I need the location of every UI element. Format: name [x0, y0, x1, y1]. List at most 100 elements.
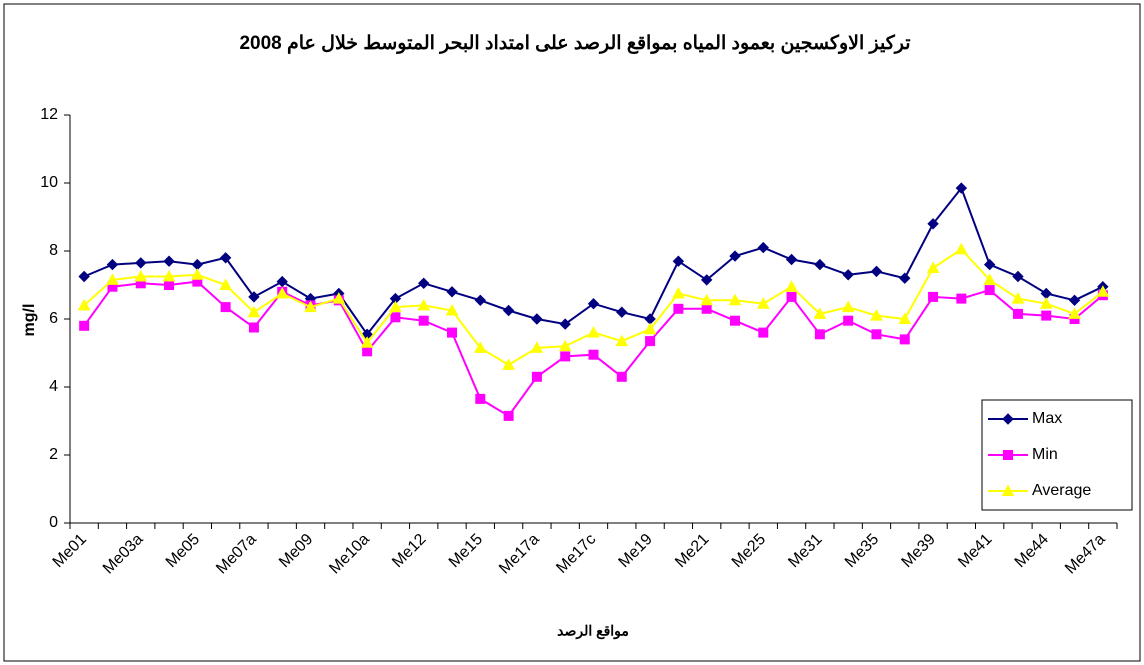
data-point: [1068, 307, 1081, 319]
data-point: [560, 351, 571, 362]
data-point: [843, 315, 854, 326]
data-point: [700, 293, 714, 306]
y-tick-label: 8: [49, 242, 58, 259]
data-point: [955, 182, 968, 194]
data-point: [220, 302, 231, 313]
data-point: [417, 298, 431, 311]
data-point: [390, 312, 401, 323]
data-point: [162, 269, 176, 282]
data-point: [700, 274, 713, 286]
data-point: [418, 277, 430, 290]
data-point: [841, 300, 855, 313]
data-point: [1039, 297, 1053, 309]
data-point: [473, 341, 487, 353]
data-point: [814, 258, 826, 271]
data-point: [1096, 285, 1110, 297]
data-point: [418, 315, 429, 326]
data-point: [1012, 308, 1023, 319]
data-point: [78, 270, 90, 283]
data-point: [474, 294, 487, 307]
data-point: [502, 358, 515, 370]
data-point: [77, 298, 91, 311]
data-point: [445, 303, 459, 316]
data-point: [814, 329, 825, 340]
data-point: [813, 307, 827, 319]
data-point: [106, 258, 119, 271]
data-point: [871, 329, 882, 340]
data-point: [701, 303, 712, 314]
y-tick-label: 4: [49, 378, 58, 395]
data-point: [248, 291, 260, 303]
data-point: [502, 304, 515, 317]
data-point: [276, 275, 288, 288]
data-point: [615, 334, 629, 347]
data-point: [729, 250, 741, 262]
data-point: [870, 309, 883, 321]
data-point: [955, 242, 968, 255]
data-point: [729, 315, 740, 326]
data-point: [164, 280, 175, 290]
data-point: [616, 371, 627, 382]
chart-border: [3, 3, 1141, 662]
data-point: [219, 278, 232, 290]
data-point: [785, 253, 798, 266]
data-point: [758, 327, 769, 338]
data-point: [248, 322, 259, 333]
data-point: [360, 336, 374, 348]
data-point: [275, 286, 289, 299]
data-point: [304, 300, 317, 313]
data-point: [362, 346, 373, 357]
y-tick-label: 2: [49, 446, 58, 463]
data-point: [587, 326, 600, 338]
legend-label: Max: [1032, 410, 1062, 427]
data-point: [928, 291, 939, 302]
data-point: [79, 320, 90, 331]
data-point: [587, 297, 600, 310]
data-point: [106, 273, 119, 285]
data-point: [163, 255, 175, 267]
data-point: [247, 305, 261, 318]
data-point: [673, 303, 684, 314]
chart-title: تركيز الاوكسجين بعمود المياه بمواقع الرص…: [239, 33, 910, 54]
data-point: [728, 293, 742, 306]
data-point: [135, 257, 147, 269]
data-point: [530, 341, 544, 353]
legend-marker: [1001, 484, 1015, 496]
data-point: [956, 293, 967, 304]
data-point: [983, 258, 996, 271]
data-point: [588, 349, 599, 360]
y-axis-title: mg/l: [21, 304, 38, 337]
data-point: [786, 291, 797, 302]
data-point: [1012, 270, 1024, 283]
data-point: [899, 272, 911, 284]
data-point: [389, 300, 402, 313]
data-point: [1068, 294, 1081, 307]
data-point: [1041, 310, 1052, 321]
data-point: [531, 371, 542, 382]
x-axis-title: مواقع الرصد: [557, 623, 629, 640]
data-point: [870, 265, 883, 278]
data-point: [672, 255, 685, 267]
legend-label: Min: [1032, 446, 1058, 463]
data-point: [984, 285, 995, 296]
data-point: [447, 327, 458, 338]
data-point: [983, 273, 997, 285]
legend-marker: [1002, 413, 1014, 425]
data-point: [926, 261, 940, 273]
data-point: [475, 393, 486, 404]
data-point: [898, 312, 912, 324]
data-point: [503, 410, 514, 421]
y-tick-label: 6: [49, 310, 58, 327]
data-point: [672, 286, 685, 299]
data-point: [842, 269, 854, 281]
data-point: [559, 318, 571, 330]
data-point: [645, 336, 656, 347]
data-point: [190, 268, 204, 280]
y-tick-label: 12: [40, 106, 58, 123]
data-point: [757, 241, 769, 254]
data-point: [1011, 292, 1025, 304]
data-point: [219, 252, 232, 264]
legend-label: Average: [1032, 482, 1091, 499]
data-point: [785, 280, 798, 292]
